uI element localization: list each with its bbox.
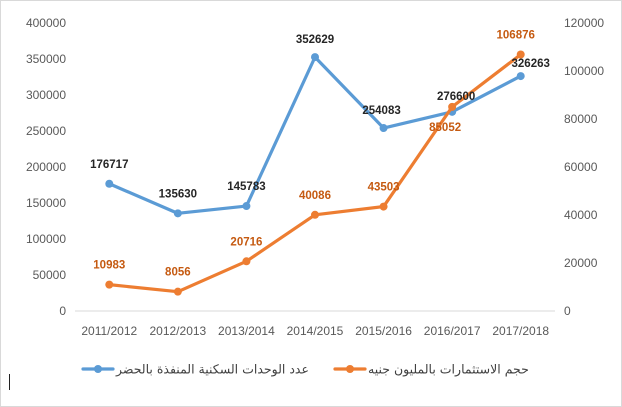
y-right-tick-label: 0 [564, 304, 571, 318]
series-1-data-label: 145783 [227, 181, 265, 193]
y-right-tick-label: 100000 [564, 64, 604, 78]
series-1-data-label: 176717 [90, 159, 128, 171]
y-right-tick-label: 60000 [564, 160, 598, 174]
y-left-tick-label: 350000 [26, 52, 66, 66]
series-1-point [379, 124, 388, 133]
series-1-point [173, 209, 182, 218]
series-1-data-label: 352629 [296, 34, 334, 46]
y-left-tick-label: 300000 [26, 88, 66, 102]
y-left-tick-label: 400000 [26, 16, 66, 30]
data-labels: 176717 135630 145783 352629 254083 276600 3262… [90, 29, 550, 278]
series-1-data-label: 254083 [362, 105, 400, 117]
series-2-point [448, 102, 457, 111]
series-2-data-label: 106876 [497, 29, 535, 41]
y-left-tick-label: 150000 [26, 196, 66, 210]
series-2-point [173, 287, 182, 296]
series-1-point [311, 53, 319, 62]
y-left-tick-label: 0 [59, 304, 66, 318]
series-2-data-label: 8056 [165, 267, 191, 279]
series-1-data-label: 135630 [159, 188, 197, 200]
x-tick-label: 2012/2013 [149, 324, 206, 338]
y-right-tick-label: 120000 [564, 16, 604, 30]
y-left-tick-label: 200000 [26, 160, 66, 174]
y-left-tick-label: 50000 [33, 268, 67, 282]
series-2-data-label: 10983 [93, 260, 125, 272]
y-right-tick-label: 40000 [564, 208, 598, 222]
x-tick-label: 2011/2012 [81, 324, 137, 338]
text-cursor [9, 374, 10, 390]
axes: 0500001000001500002000002500003000003500… [26, 16, 604, 338]
series-1-data-label: 326263 [512, 58, 550, 70]
series-2-point [379, 202, 388, 211]
y-left-tick-label: 100000 [26, 232, 66, 246]
x-tick-label: 2014/2015 [287, 324, 344, 338]
series-2-point [516, 50, 525, 59]
legend-swatch-marker-2 [346, 365, 354, 373]
y-right-tick-label: 20000 [564, 256, 598, 270]
series-2-data-label: 20716 [230, 236, 262, 248]
legend-swatch-marker-1 [94, 365, 102, 373]
legend-label-2: حجم الاستثمارات بالمليون جنيه [368, 362, 529, 378]
series-2-data-label: 43503 [368, 182, 400, 194]
x-tick-label: 2013/2014 [218, 324, 275, 338]
x-tick-label: 2015/2016 [355, 324, 412, 338]
series-1-point [242, 202, 251, 211]
x-tick-label: 2017/2018 [492, 324, 549, 338]
y-left-tick-label: 250000 [26, 124, 66, 138]
series-2-point [242, 257, 251, 266]
y-right-tick-label: 80000 [564, 112, 598, 126]
series-lines [105, 50, 525, 296]
series-1-point [105, 179, 114, 188]
series-2-data-label: 85052 [429, 122, 461, 134]
series-2-data-label: 40086 [299, 190, 331, 202]
series-2-point [311, 210, 319, 219]
legend-label-1: عدد الوحدات السكنية المنفذة بالحضر [115, 362, 309, 378]
x-tick-label: 2016/2017 [424, 324, 481, 338]
legend: عدد الوحدات السكنية المنفذة بالحضر حجم ال… [81, 362, 529, 378]
series-1-data-label: 276600 [437, 91, 475, 103]
series-1-point [516, 72, 525, 81]
series-2-point [105, 280, 114, 289]
